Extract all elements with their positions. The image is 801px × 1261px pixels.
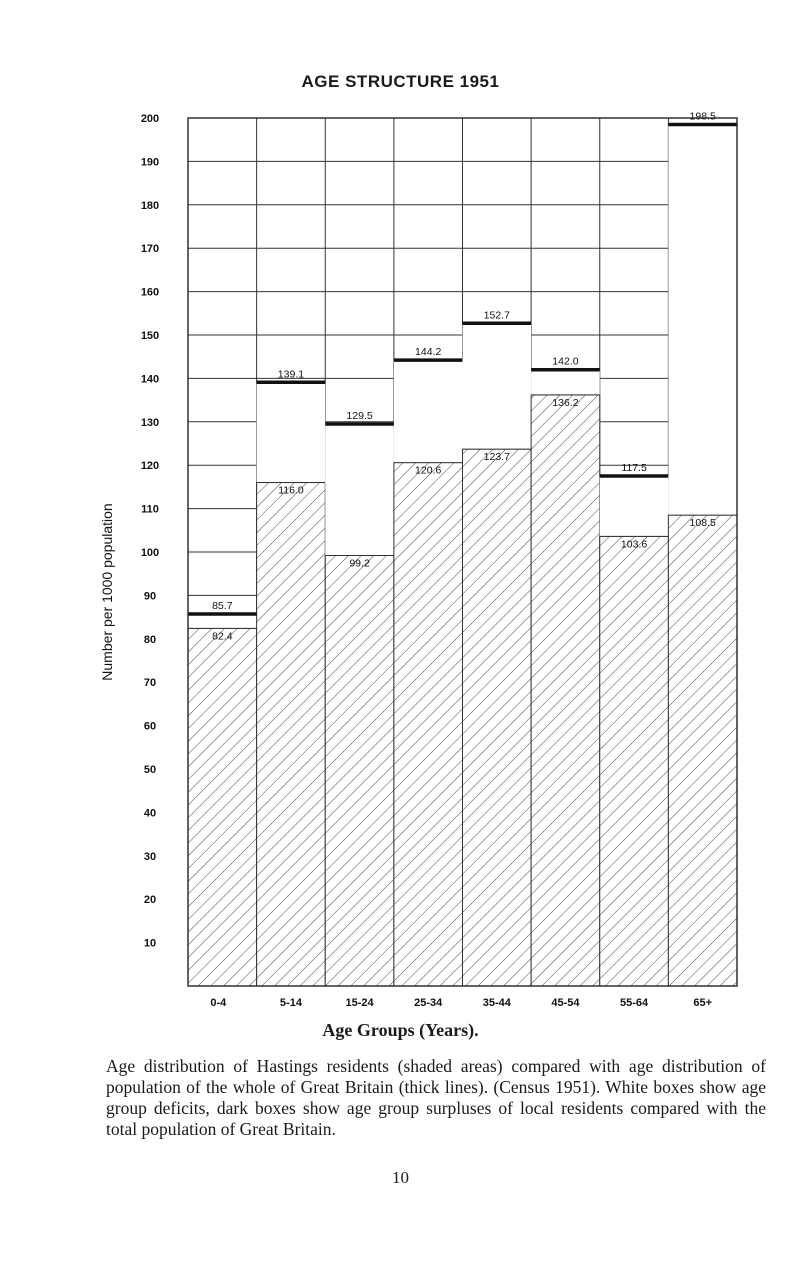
local-value-label-25-34: 120.6 [415, 465, 441, 477]
x-tick-label-25-34: 25-34 [414, 997, 443, 1009]
local-value-label-45-54: 136.2 [552, 397, 578, 409]
gb-value-label-0-4: 85.7 [212, 600, 233, 612]
gb-value-label-45-54: 142.0 [552, 356, 578, 368]
y-tick-label-110: 110 [141, 504, 159, 516]
y-tick-label-180: 180 [141, 200, 159, 212]
y-tick-label-80: 80 [144, 634, 156, 646]
x-tick-label-45-54: 45-54 [551, 997, 580, 1009]
y-tick-label-10: 10 [144, 938, 156, 950]
local-bar-15-24 [324, 554, 395, 987]
local-bar-0-4 [187, 627, 258, 987]
deficit-box-65+ [668, 124, 737, 516]
deficit-box-55-64 [599, 476, 669, 537]
gb-value-label-35-44: 152.7 [484, 309, 510, 321]
local-bar-25-34 [393, 462, 463, 987]
y-tick-label-70: 70 [144, 677, 156, 689]
deficit-box-5-14 [256, 382, 326, 483]
y-tick-label-50: 50 [144, 764, 156, 776]
local-value-label-55-64: 103.6 [621, 538, 647, 550]
y-tick-label-140: 140 [141, 373, 159, 385]
gb-value-label-5-14: 139.1 [278, 368, 304, 380]
local-bar-5-14 [256, 482, 326, 987]
gb-value-label-65+: 198.5 [690, 111, 716, 123]
local-value-label-15-24: 99.2 [349, 557, 370, 569]
y-tick-label-40: 40 [144, 807, 156, 819]
x-tick-label-15-24: 15-24 [345, 997, 374, 1009]
local-bar-55-64 [599, 535, 669, 987]
deficit-box-15-24 [325, 423, 394, 556]
y-tick-label-100: 100 [141, 547, 159, 559]
y-tick-label-60: 60 [144, 721, 156, 733]
y-tick-label-90: 90 [144, 590, 156, 602]
x-tick-label-0-4: 0-4 [210, 997, 227, 1009]
deficit-box-0-4 [188, 614, 257, 629]
bars-layer [187, 124, 738, 987]
y-tick-label-170: 170 [141, 243, 159, 255]
plot-frame [187, 117, 738, 987]
axis-layer: 0-4 5-14 15-24 25-34 35-44 45-54 55-64 65+ 10 20 3… [99, 113, 738, 1009]
page-number: 10 [392, 1168, 409, 1187]
gb-value-label-55-64: 117.5 [621, 462, 647, 474]
y-tick-label-190: 190 [141, 156, 159, 168]
gb-value-label-15-24: 129.5 [346, 410, 372, 422]
figure-caption: Age distribution of Hastings residents (… [106, 1056, 766, 1139]
x-tick-label-5-14: 5-14 [280, 997, 303, 1009]
local-value-label-0-4: 82.4 [212, 630, 233, 642]
y-tick-label-120: 120 [141, 460, 159, 472]
y-tick-label-30: 30 [144, 851, 156, 863]
chart-title: AGE STRUCTURE 1951 [301, 72, 500, 91]
x-tick-label-55-64: 55-64 [620, 997, 649, 1009]
x-axis-title: Age Groups (Years). [322, 1020, 479, 1040]
local-value-label-5-14: 116.0 [278, 485, 304, 497]
y-tick-label-200: 200 [141, 113, 159, 125]
x-tick-label-35-44: 35-44 [483, 997, 512, 1009]
local-value-label-35-44: 123.7 [484, 451, 510, 463]
deficit-box-45-54 [531, 369, 600, 395]
deficit-box-35-44 [462, 323, 532, 450]
y-tick-label-130: 130 [141, 417, 159, 429]
local-bar-45-54 [530, 394, 601, 987]
y-tick-label-160: 160 [141, 287, 159, 299]
gb-value-label-25-34: 144.2 [415, 346, 441, 358]
y-axis-title: Number per 1000 population [99, 503, 115, 680]
x-tick-label-65+: 65+ [693, 997, 712, 1009]
y-tick-label-150: 150 [141, 330, 159, 342]
labels-layer: 85.7 82.4 139.1 116.0 129.5 99.2 144.2 120.6 152… [212, 111, 716, 643]
local-bar-65+ [667, 514, 738, 987]
y-tick-label-20: 20 [144, 894, 156, 906]
local-bar-35-44 [462, 448, 532, 987]
deficit-box-25-34 [393, 360, 463, 463]
lines-layer [188, 122, 737, 616]
local-value-label-65+: 108.5 [690, 517, 716, 529]
